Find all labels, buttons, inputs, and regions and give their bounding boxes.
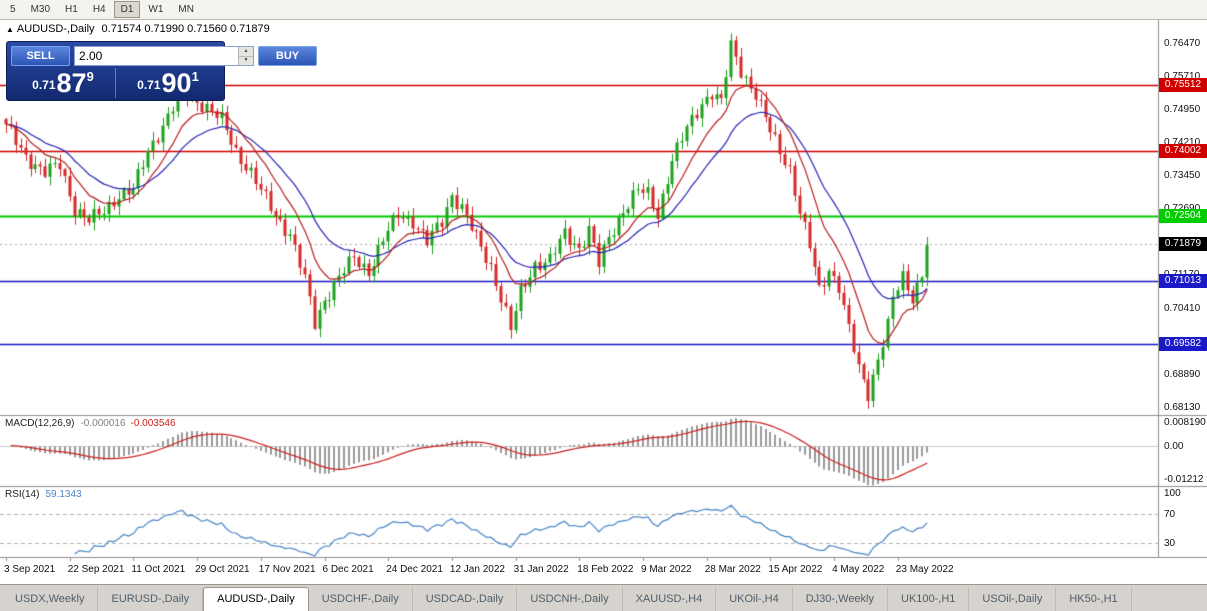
volume-field: ▲ ▼ — [74, 46, 254, 66]
buy-price[interactable]: 0.71 90 1 — [116, 68, 220, 98]
date-axis-label[interactable]: 3 Sep 2021 — [4, 564, 56, 575]
price-axis-tick: 0.68130 — [1164, 402, 1201, 414]
macd-main-value: -0.000016 — [80, 418, 126, 429]
price-line-label: 0.71013 — [1159, 274, 1207, 289]
date-axis-label[interactable]: 12 Jan 2022 — [449, 564, 505, 575]
chart-ohlc-values: 0.71574 0.71990 0.71560 0.71879 — [101, 23, 270, 35]
volume-stepper: ▲ ▼ — [238, 47, 253, 65]
price-axis-tick: 0.76470 — [1164, 38, 1201, 50]
date-axis-label[interactable]: 24 Dec 2021 — [386, 564, 443, 575]
price-line-label: 0.69582 — [1159, 336, 1207, 351]
buy-price-pip: 1 — [191, 69, 199, 84]
current-price-label: 0.71879 — [1159, 236, 1207, 251]
sell-price[interactable]: 0.71 87 9 — [11, 68, 116, 98]
chart-tab[interactable]: USDCHF-,Daily — [309, 587, 413, 611]
macd-indicator-header: MACD(12,26,9) -0.000016 -0.003546 — [5, 418, 176, 429]
macd-title: MACD(12,26,9) — [5, 418, 75, 429]
sell-price-pip: 9 — [86, 69, 94, 84]
one-click-trading-panel: SELL ▲ ▼ BUY 0.71 87 9 0.71 90 1 — [6, 41, 317, 101]
chart-tab[interactable]: XAUUSD-,H4 — [623, 587, 717, 611]
volume-input[interactable] — [75, 47, 238, 65]
timeframe-button-d1[interactable]: D1 — [113, 1, 141, 18]
price-line-label: 0.72504 — [1159, 209, 1207, 224]
buy-price-big: 90 — [161, 68, 192, 99]
price-axis-tick: 0.74950 — [1164, 104, 1201, 116]
rsi-value: 59.1343 — [45, 489, 82, 500]
chart-tab[interactable]: DJ30-,Weekly — [793, 587, 888, 611]
date-axis-label[interactable]: 9 Mar 2022 — [641, 564, 692, 575]
rsi-axis-tick: 100 — [1164, 488, 1181, 500]
chart-window: ▲ AUDUSD-,Daily 0.71574 0.71990 0.71560 0.… — [0, 20, 1207, 584]
rsi-axis-tick: 30 — [1164, 537, 1176, 549]
price-axis-tick: 0.68890 — [1164, 368, 1201, 380]
chart-tab[interactable]: UKOil-,H4 — [716, 587, 793, 611]
timeframe-button-h4[interactable]: H4 — [86, 1, 113, 18]
timeframe-button-5[interactable]: 5 — [3, 1, 23, 18]
date-axis-label[interactable]: 22 Sep 2021 — [67, 564, 125, 575]
timeframe-button-m30[interactable]: M30 — [24, 1, 57, 18]
buy-button[interactable]: BUY — [258, 46, 317, 66]
one-click-toggle-icon[interactable]: ▲ — [6, 25, 14, 34]
sell-price-prefix: 0.71 — [32, 78, 56, 92]
date-axis-label[interactable]: 23 May 2022 — [895, 564, 954, 575]
date-axis-label[interactable]: 15 Apr 2022 — [768, 564, 823, 575]
volume-increase-button[interactable]: ▲ — [239, 47, 253, 57]
rsi-title: RSI(14) — [5, 489, 40, 500]
timeframe-button-w1[interactable]: W1 — [141, 1, 170, 18]
timeframe-button-mn[interactable]: MN — [171, 1, 201, 18]
timeframe-toolbar: 5 M30 H1 H4 D1 W1 MN — [0, 0, 1207, 20]
price-axis-tick: 0.75710 — [1164, 71, 1201, 83]
date-axis-label[interactable]: 18 Feb 2022 — [577, 564, 634, 575]
date-axis-label[interactable]: 11 Oct 2021 — [131, 564, 186, 575]
date-axis-label[interactable]: 29 Oct 2021 — [195, 564, 250, 575]
sell-price-big: 87 — [56, 68, 87, 99]
sell-button[interactable]: SELL — [11, 46, 70, 66]
price-chart-canvas[interactable] — [0, 20, 1207, 584]
chart-tab[interactable]: AUDUSD-,Daily — [203, 587, 309, 611]
chart-symbol-label: AUDUSD-,Daily — [16, 23, 95, 35]
date-axis-label[interactable]: 31 Jan 2022 — [513, 564, 569, 575]
price-axis-tick: 0.70410 — [1164, 302, 1201, 314]
date-axis-label[interactable]: 4 May 2022 — [832, 564, 885, 575]
chart-tab[interactable]: USDCNH-,Daily — [517, 587, 623, 611]
price-axis-tick: 0.73450 — [1164, 169, 1201, 181]
timeframe-button-h1[interactable]: H1 — [58, 1, 85, 18]
macd-axis-tick: -0.01212 — [1164, 474, 1204, 485]
chart-title: ▲ AUDUSD-,Daily 0.71574 0.71990 0.71560 0.… — [6, 23, 270, 35]
price-line-label: 0.74002 — [1159, 143, 1207, 158]
price-axis-tick: 0.74210 — [1164, 136, 1201, 148]
price-axis-tick: 0.72690 — [1164, 203, 1200, 214]
rsi-axis-tick: 70 — [1164, 509, 1176, 521]
buy-price-prefix: 0.71 — [137, 78, 161, 92]
chart-tab[interactable]: USDCAD-,Daily — [413, 587, 518, 611]
volume-decrease-button[interactable]: ▼ — [239, 56, 253, 65]
chart-tab[interactable]: USDX,Weekly — [2, 587, 99, 611]
chart-tab[interactable]: USOil-,Daily — [969, 587, 1057, 611]
chart-tab[interactable]: EURUSD-,Daily — [98, 587, 204, 611]
price-line-label: 0.75512 — [1159, 77, 1207, 92]
chart-tabs-bar: USDX,Weekly EURUSD-,Daily AUDUSD-,Daily USD… — [0, 584, 1207, 611]
date-axis-label[interactable]: 6 Dec 2021 — [322, 564, 374, 575]
rsi-indicator-header: RSI(14) 59.1343 — [5, 489, 82, 500]
macd-axis-tick: 0.008190 — [1164, 416, 1206, 428]
macd-signal-value: -0.003546 — [130, 418, 176, 429]
date-axis-label[interactable]: 17 Nov 2021 — [258, 564, 316, 575]
date-axis-label[interactable]: 28 Mar 2022 — [704, 564, 761, 575]
chart-tab[interactable]: UK100-,H1 — [888, 587, 970, 611]
chart-tab[interactable]: HK50-,H1 — [1056, 587, 1132, 611]
macd-axis-tick: 0.00 — [1164, 440, 1184, 452]
